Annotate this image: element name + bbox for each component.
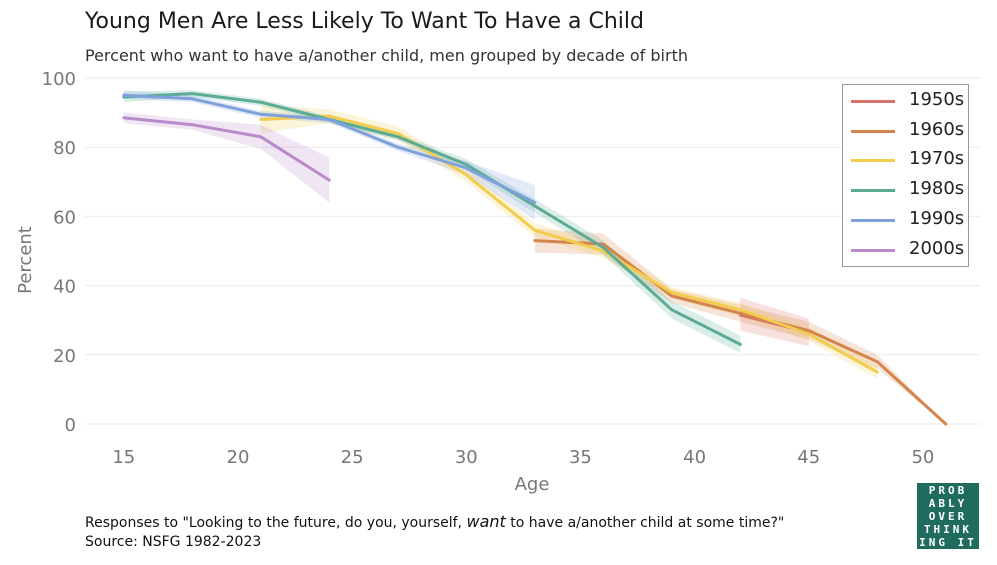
legend-swatch bbox=[851, 129, 895, 133]
series-line-1970s bbox=[259, 114, 879, 374]
legend-item-1970s: 1970s bbox=[851, 146, 969, 176]
legend-item-1960s: 1960s bbox=[851, 117, 969, 147]
chart-subtitle: Percent who want to have a/another child… bbox=[85, 46, 688, 65]
footnote: Responses to "Looking to the future, do … bbox=[85, 512, 784, 552]
series-line-1980s bbox=[122, 92, 742, 346]
logo-line: ING IT bbox=[919, 536, 977, 549]
logo-line: PROB bbox=[928, 484, 968, 497]
footnote-prefix: Responses to "Looking to the future, do … bbox=[85, 515, 467, 531]
series-line-1960s bbox=[533, 239, 948, 426]
y-tick-label: 40 bbox=[53, 277, 76, 298]
x-axis-label: Age bbox=[515, 474, 550, 495]
y-tick-label: 60 bbox=[53, 207, 76, 228]
confidence-band-2000s bbox=[123, 112, 330, 203]
legend-item-2000s: 2000s bbox=[851, 236, 969, 266]
x-tick-label: 30 bbox=[455, 447, 478, 468]
y-tick-label: 100 bbox=[42, 69, 76, 90]
legend-swatch bbox=[851, 248, 895, 252]
legend-item-1980s: 1980s bbox=[851, 176, 969, 206]
series-line-1990s bbox=[122, 93, 537, 205]
series-lines bbox=[122, 92, 948, 426]
legend-label: 1990s bbox=[909, 207, 965, 229]
x-axis-ticks: 15 20 25 30 35 40 45 50 bbox=[112, 447, 934, 468]
x-tick-label: 15 bbox=[112, 447, 135, 468]
confidence-bands bbox=[123, 90, 946, 424]
logo-line: THINK bbox=[923, 523, 973, 536]
legend-label: 1970s bbox=[909, 148, 965, 170]
legend-swatch bbox=[851, 159, 895, 163]
source-note: Source: NSFG 1982-2023 bbox=[85, 534, 262, 550]
x-tick-label: 35 bbox=[569, 447, 592, 468]
question-note: Responses to "Looking to the future, do … bbox=[85, 512, 784, 533]
legend-label: 1950s bbox=[909, 89, 965, 110]
legend-label: 2000s bbox=[909, 237, 965, 259]
legend-swatch bbox=[851, 218, 895, 222]
y-axis-ticks: 0 20 40 60 80 100 bbox=[42, 69, 76, 436]
logo-line: ABLY bbox=[928, 497, 968, 510]
x-tick-label: 40 bbox=[683, 447, 706, 468]
footnote-suffix: to have a/another child at some time?" bbox=[505, 515, 785, 531]
y-tick-label: 20 bbox=[53, 346, 76, 367]
legend-swatch bbox=[851, 189, 895, 193]
legend-item-1950s: 1950s bbox=[851, 87, 969, 117]
x-tick-label: 25 bbox=[341, 447, 364, 468]
legend-swatch bbox=[851, 100, 895, 103]
x-tick-label: 45 bbox=[797, 447, 820, 468]
footnote-emphasis: want bbox=[466, 512, 506, 531]
legend-label: 1980s bbox=[909, 178, 965, 200]
gridlines bbox=[85, 77, 980, 425]
logo-line: OVER bbox=[928, 510, 968, 523]
chart-title: Young Men Are Less Likely To Want To Hav… bbox=[85, 9, 644, 34]
legend: 1950s 1960s 1970s 1980s 1990s 2000s bbox=[842, 84, 969, 267]
y-tick-label: 80 bbox=[53, 138, 76, 159]
y-tick-label: 0 bbox=[65, 415, 76, 436]
legend-item-1990s: 1990s bbox=[851, 206, 969, 236]
x-tick-label: 20 bbox=[227, 447, 250, 468]
line-chart: 0 20 40 60 80 100 15 20 25 30 35 40 45 50 Age Percen… bbox=[15, 69, 980, 495]
series-line-2000s bbox=[122, 116, 331, 182]
legend-label: 1960s bbox=[909, 118, 965, 140]
brand-logo: PROB ABLY OVER THINK ING IT bbox=[917, 483, 979, 549]
x-tick-label: 50 bbox=[911, 447, 934, 468]
y-axis-label: Percent bbox=[15, 226, 36, 294]
